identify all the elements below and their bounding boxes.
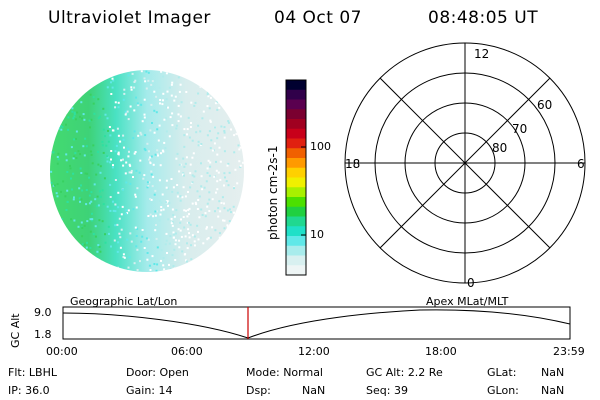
colorbar-band	[286, 99, 306, 110]
colorbar-band	[286, 236, 306, 247]
colorbar-band	[286, 177, 306, 188]
info-seq: Seq: 39	[366, 384, 408, 397]
info-gc-alt: GC Alt: 2.2 Re	[366, 366, 443, 379]
colorbar-band	[286, 138, 306, 149]
lat-label-60: 60	[537, 98, 553, 112]
timeline-xtick-2: 12:00	[298, 345, 330, 358]
timeline-ytick-top: 9.0	[34, 306, 52, 319]
mlt-label-0: 0	[467, 276, 475, 290]
colorbar-band	[286, 119, 306, 130]
colorbar-tick-10: 10	[310, 228, 324, 241]
info-gain: Gain: 14	[126, 384, 173, 397]
colorbar-band	[286, 245, 306, 256]
header-time: 08:48:05 UT	[428, 8, 539, 28]
timeline-xtick-3: 18:00	[425, 345, 457, 358]
colorbar-band	[286, 109, 306, 120]
mlt-label-18: 18	[345, 157, 361, 171]
colorbar-band	[286, 226, 306, 237]
timeline-right-label: Apex MLat/MLT	[426, 295, 509, 308]
timeline-ylabel: GC Alt	[9, 313, 22, 348]
info-dsp-key: Dsp:	[246, 384, 271, 397]
timeline-ytick-bottom: 1.8	[34, 328, 52, 341]
mlt-label-12: 12	[474, 47, 490, 61]
info-dsp-value: NaN	[302, 384, 326, 397]
colorbar-tick-100: 100	[310, 140, 331, 153]
colorbar-band	[286, 128, 306, 139]
header-date: 04 Oct 07	[274, 8, 362, 28]
colorbar-band	[286, 167, 306, 178]
colorbar-band	[286, 265, 306, 276]
info-glat-value: NaN	[541, 366, 565, 379]
colorbar-band	[286, 187, 306, 198]
timeline-xtick-1: 06:00	[171, 345, 203, 358]
info-ip: IP: 36.0	[8, 384, 50, 397]
colorbar-band	[286, 158, 306, 169]
info-flt: Flt: LBHL	[8, 366, 57, 379]
earth-image	[50, 70, 244, 272]
colorbar-band	[286, 255, 306, 266]
colorbar	[285, 79, 307, 276]
timeline-plot	[62, 306, 571, 340]
info-glat-key: GLat:	[487, 366, 517, 379]
polar-plot	[344, 42, 586, 284]
colorbar-band	[286, 197, 306, 208]
timeline-left-label: Geographic Lat/Lon	[70, 295, 178, 308]
colorbar-band	[286, 80, 306, 91]
lat-label-80: 80	[492, 141, 508, 155]
lat-label-70: 70	[512, 122, 528, 136]
app-title: Ultraviolet Imager	[48, 8, 211, 28]
info-door: Door: Open	[126, 366, 189, 379]
mlt-label-6: 6	[577, 157, 585, 171]
timeline-xtick-4: 23:59	[553, 345, 585, 358]
colorbar-band	[286, 206, 306, 217]
info-glon-value: NaN	[541, 384, 565, 397]
timeline-xtick-0: 00:00	[46, 345, 78, 358]
info-glon-key: GLon:	[487, 384, 519, 397]
colorbar-band	[286, 148, 306, 159]
colorbar-label: photon cm-2s-1	[266, 145, 280, 241]
colorbar-band	[286, 89, 306, 100]
colorbar-band	[286, 216, 306, 227]
info-mode: Mode: Normal	[246, 366, 323, 379]
